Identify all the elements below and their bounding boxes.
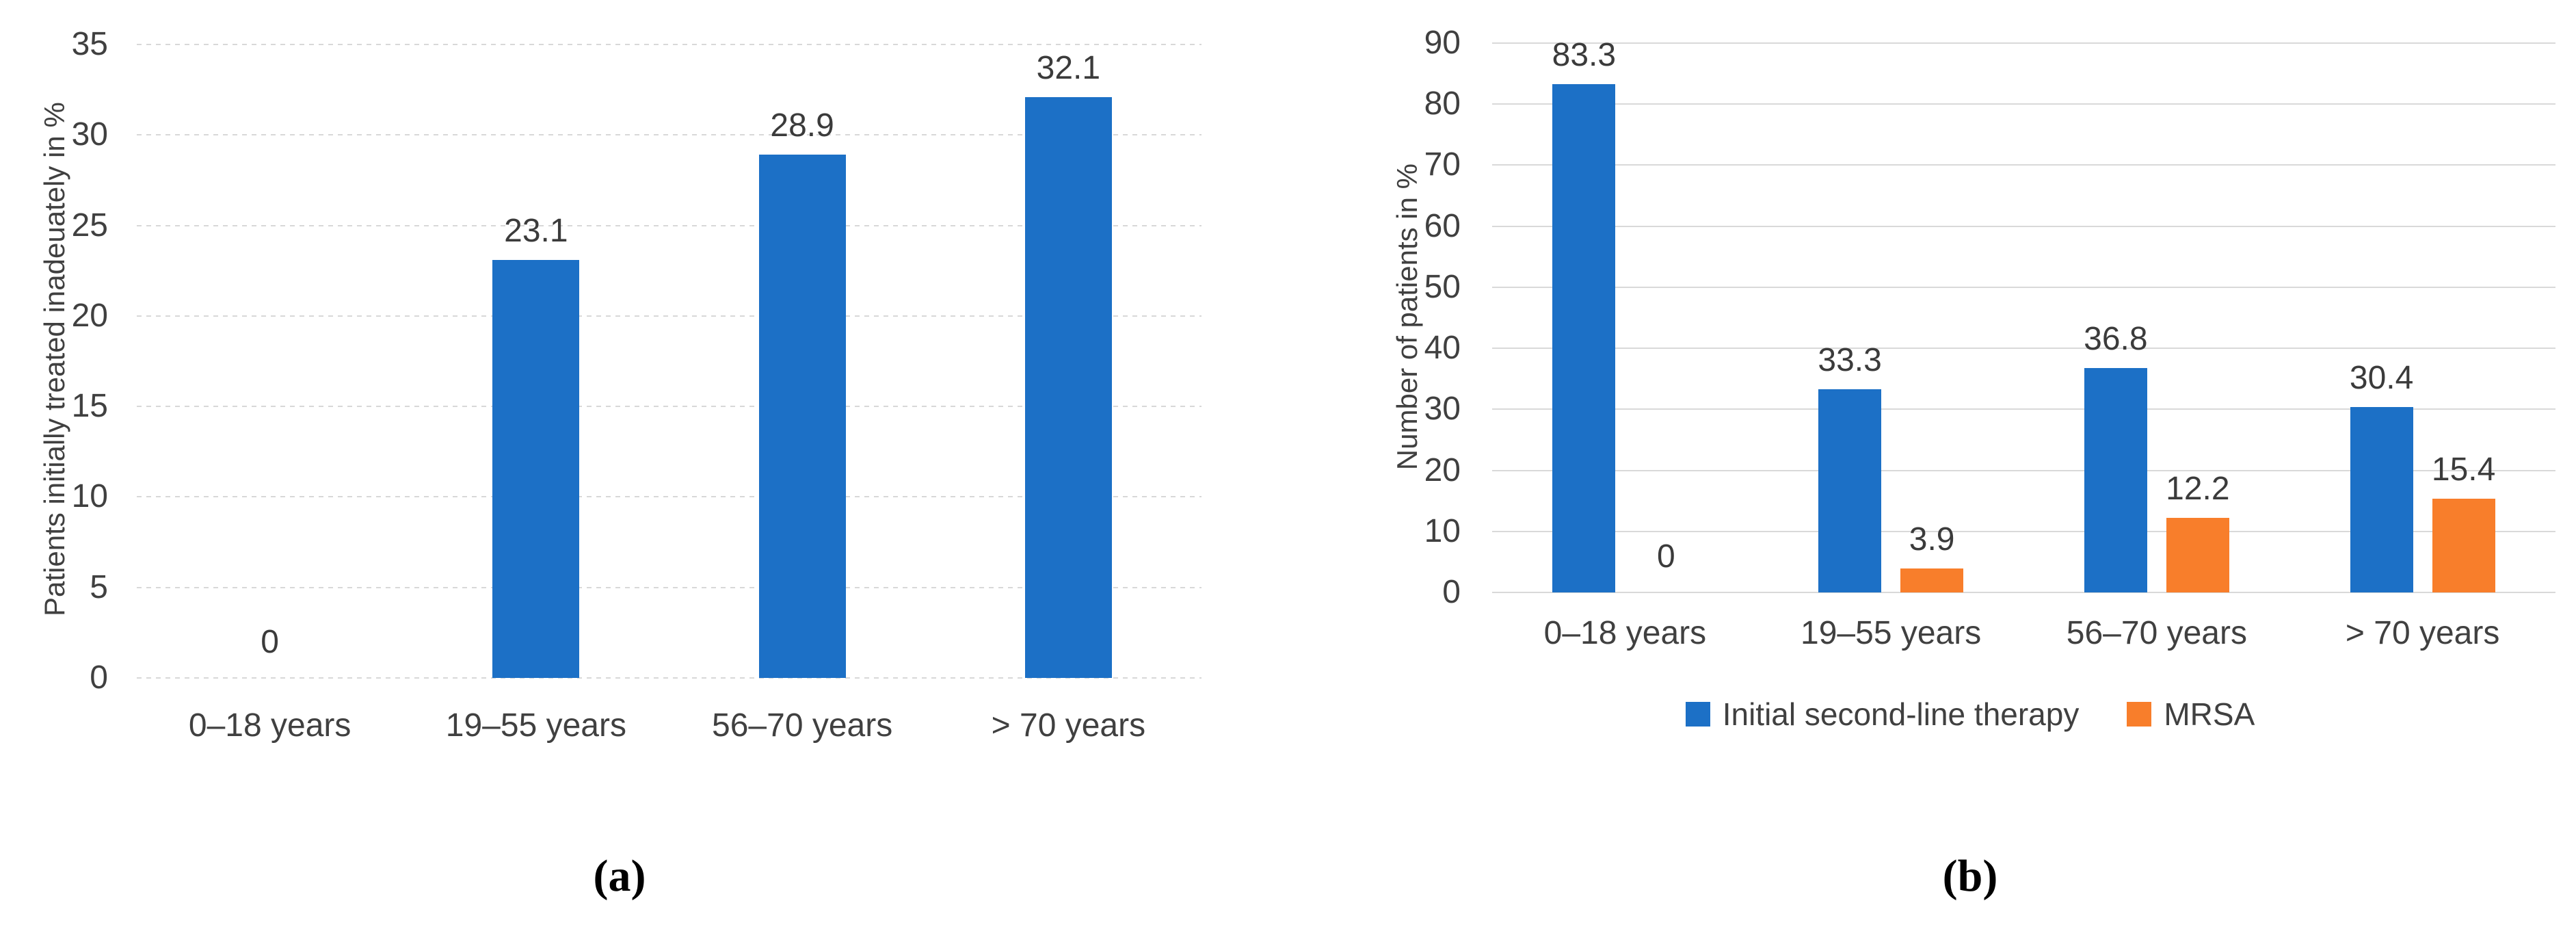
y-tick-label-90: 90: [1424, 25, 1461, 61]
y-tick-label-40: 40: [1424, 330, 1461, 367]
x-axis-label-cat3: 56–70 years: [2066, 615, 2247, 651]
y-tick-label-35: 35: [71, 26, 108, 62]
gridline-60: [1492, 225, 2555, 227]
bar-series1-cat2: [492, 260, 580, 678]
x-axis-label-cat4: > 70 years: [991, 707, 1146, 744]
bar-value-label: 0: [261, 624, 279, 660]
gridline-5: [137, 586, 1201, 588]
bar-series1-cat1: [1552, 84, 1616, 592]
legend-item-2: MRSA: [2127, 696, 2255, 733]
legend-swatch-icon: [2127, 702, 2152, 727]
bar-value-label: 36.8: [2084, 321, 2148, 357]
chart-b-plot-area: 0 10 20 30 40 50 60 70 80 90 83.3 0 0–18 years 33.3 3.…: [1424, 27, 2555, 651]
gridline-40: [1492, 348, 2555, 350]
bar-series2-cat4: [2432, 499, 2495, 592]
y-tick-label-15: 15: [71, 388, 108, 425]
bar-series1-cat4: [2350, 407, 2413, 592]
y-tick-label-70: 70: [1424, 146, 1461, 183]
bar-value-label: 3.9: [1909, 521, 1955, 558]
chart-a-caption: (a): [593, 851, 646, 901]
y-tick-label-0: 0: [90, 659, 108, 696]
legend-label: Initial second-line therapy: [1722, 696, 2080, 732]
gridline-90: [1492, 42, 2555, 44]
legend-item-1: Initial second-line therapy: [1685, 696, 2080, 733]
gridline-80: [1492, 103, 2555, 105]
bar-series2-cat3: [2166, 518, 2229, 592]
gridline-10: [137, 496, 1201, 498]
bar-value-label: 30.4: [2349, 360, 2414, 396]
bar-series1-cat2: [1818, 389, 1882, 592]
bar-value-label: 83.3: [1552, 37, 1617, 73]
bar-series2-cat2: [1900, 568, 1964, 592]
y-tick-label-20: 20: [1424, 452, 1461, 488]
gridline-0: [1492, 592, 2555, 593]
gridline-50: [1492, 286, 2555, 288]
chart-b-legend: Initial second-line therapy MRSA: [1385, 694, 2555, 735]
gridline-70: [1492, 164, 2555, 166]
x-axis-label-cat1: 0–18 years: [188, 707, 351, 744]
y-tick-label-20: 20: [71, 297, 108, 334]
y-tick-label-10: 10: [71, 478, 108, 515]
y-tick-label-80: 80: [1424, 86, 1461, 122]
bar-value-label: 12.2: [2166, 471, 2230, 507]
x-axis-label-cat2: 19–55 years: [445, 707, 626, 744]
gridline-15: [137, 406, 1201, 408]
gridline-20: [137, 315, 1201, 317]
gridline-30: [137, 134, 1201, 136]
bar-value-label: 33.3: [1818, 342, 1882, 378]
bar-value-label: 32.1: [1036, 50, 1101, 86]
y-tick-label-60: 60: [1424, 207, 1461, 244]
legend-label: MRSA: [2164, 696, 2255, 732]
bar-value-label: 28.9: [770, 107, 834, 144]
gridline-25: [137, 224, 1201, 226]
y-tick-label-5: 5: [90, 568, 108, 605]
bar-series1-cat3: [2084, 368, 2147, 592]
y-tick-label-30: 30: [1424, 391, 1461, 428]
gridline-35: [137, 44, 1201, 45]
gridline-30: [1492, 408, 2555, 410]
chart-a-plot-area: 0 5 10 15 20 25 30 35 0 0–18 years 23.1 19–55 years…: [72, 28, 1201, 744]
gridline-20: [1492, 469, 2555, 471]
gridline-0: [137, 677, 1201, 679]
x-axis-label-cat4: > 70 years: [2345, 615, 2500, 651]
x-axis-label-cat1: 0–18 years: [1543, 615, 1707, 651]
y-tick-label-50: 50: [1424, 268, 1461, 305]
y-tick-label-25: 25: [71, 207, 108, 244]
x-axis-label-cat2: 19–55 years: [1801, 615, 1982, 651]
bar-series1-cat4: [1024, 97, 1112, 678]
y-tick-label-0: 0: [1442, 574, 1461, 610]
gridline-10: [1492, 530, 2555, 532]
bar-value-label: 23.1: [504, 213, 568, 249]
legend-swatch-icon: [1685, 702, 1710, 727]
y-tick-label-30: 30: [71, 116, 108, 153]
y-tick-label-10: 10: [1424, 512, 1461, 549]
bar-series1-cat3: [758, 155, 846, 678]
chart-a-y-axis-title: Patients initially treated inadeuately i…: [38, 102, 70, 616]
bar-value-label: 0: [1657, 538, 1675, 575]
x-axis-label-cat3: 56–70 years: [712, 707, 893, 744]
bar-value-label: 15.4: [2431, 452, 2496, 488]
chart-b-caption: (b): [1942, 851, 1998, 901]
